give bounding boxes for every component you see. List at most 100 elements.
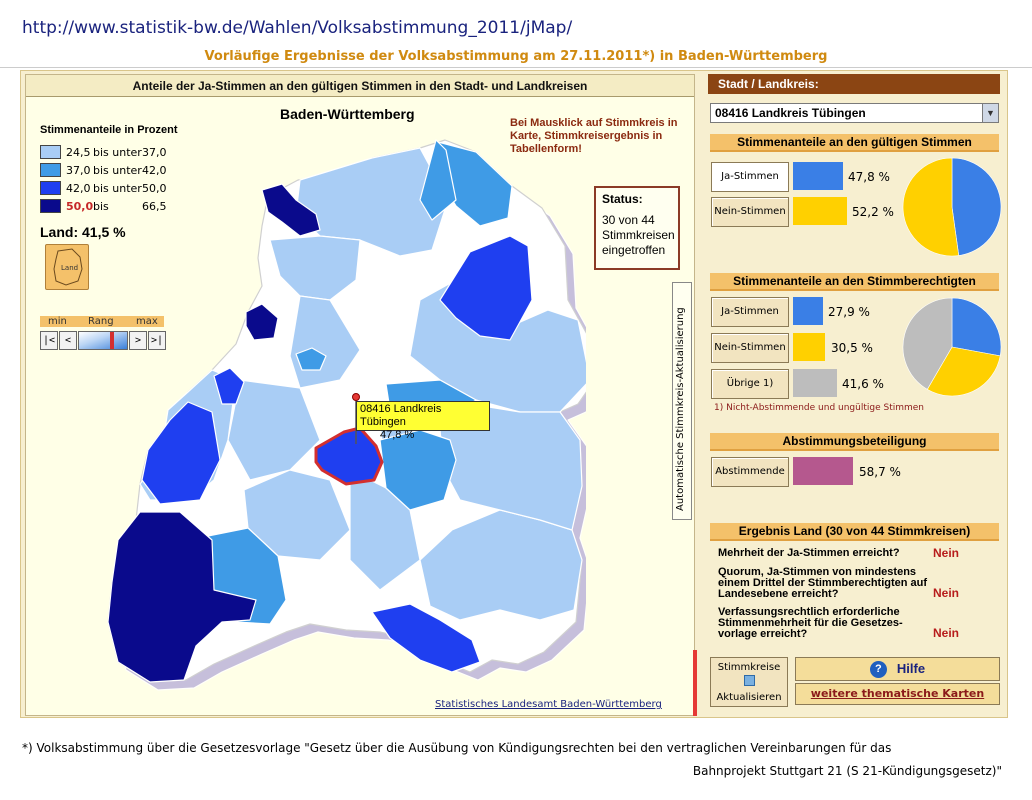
map-panel-title: Anteile der Ja-Stimmen an den gültigen S… — [26, 75, 694, 97]
scroll-indicator — [693, 650, 697, 716]
valid-votes-pie — [902, 157, 1002, 257]
legend-swatch — [40, 145, 61, 159]
legend-swatch — [40, 199, 61, 213]
abstimmende-button[interactable]: Abstimmende — [711, 457, 789, 487]
district-select[interactable]: 08416 Landkreis Tübingen ▼ — [710, 103, 999, 123]
refresh-icon — [743, 675, 755, 686]
chevron-down-icon[interactable]: ▼ — [982, 104, 998, 122]
eligible-pie — [902, 297, 1002, 397]
section-turnout-title: Abstimmungsbeteiligung — [710, 433, 999, 451]
ja-stimmen-value: 47,8 % — [848, 170, 890, 184]
district-header: Stadt / Landkreis: — [708, 74, 1000, 94]
legend-hi: 37,0 — [142, 145, 167, 159]
more-maps-link[interactable]: weitere thematische Karten — [795, 683, 1000, 705]
result-question: Verfassungsrechtlich erforderliche Stimm… — [718, 606, 903, 640]
nein-eligible-value: 30,5 % — [831, 341, 873, 355]
map-click-note: Bei Mausklick auf Stimmkreis in Karte, S… — [510, 117, 678, 155]
rang-bar: min Rang max — [40, 316, 164, 327]
rang-max: max — [136, 316, 158, 327]
ja-stimmen-eligible-button[interactable]: Ja-Stimmen — [711, 297, 789, 327]
legend-word: bis unter — [93, 163, 142, 177]
legend-word: bis — [93, 199, 109, 213]
auto-update-toggle[interactable]: Automatische Stimmkreis-Aktualisierung — [672, 282, 692, 520]
status-box: Status: 30 von 44 Stimmkreisen eingetrof… — [594, 186, 680, 270]
nein-stimmen-button[interactable]: Nein-Stimmen — [711, 197, 789, 227]
rang-slider-handle[interactable] — [110, 332, 114, 349]
help-icon: ? — [869, 661, 887, 679]
auto-update-label: Automatische Stimmkreis-Aktualisierung — [675, 307, 686, 511]
tooltip-name: 08416 Landkreis Tübingen — [360, 403, 442, 428]
rang-label: Rang — [88, 316, 114, 327]
legend-lo: 24,5 — [66, 145, 91, 159]
uebrige-footnote: 1) Nicht-Abstimmende und ungültige Stimm… — [714, 403, 925, 413]
nein-stimmen-value: 52,2 % — [852, 205, 894, 219]
legend-lo: 50,0 — [66, 199, 94, 213]
next-button[interactable]: > — [129, 331, 147, 350]
result-row-quorum: Quorum, Ja-Stimmen von mindestens einem … — [718, 567, 930, 600]
rang-min: min — [48, 316, 67, 327]
legend-word: bis unter — [93, 145, 142, 159]
result-question: Quorum, Ja-Stimmen von mindestens einem … — [718, 566, 928, 600]
rang-slider[interactable] — [78, 331, 128, 350]
nein-stimmen-bar — [793, 197, 847, 225]
result-row-majority: Mehrheit der Ja-Stimmen erreicht? — [718, 548, 923, 559]
legend-lo: 42,0 — [66, 181, 91, 195]
credit-link[interactable]: Statistisches Landesamt Baden-Württember… — [435, 699, 662, 710]
stimmkreise-label: Stimmkreise — [717, 662, 781, 673]
legend-row: 37,0 bis unter 42,0 — [40, 162, 167, 178]
ja-eligible-value: 27,9 % — [828, 305, 870, 319]
land-label: Land: — [40, 224, 79, 240]
legend-lo: 37,0 — [66, 163, 91, 177]
stimmkreise-update-button[interactable]: Stimmkreise Aktualisieren — [710, 657, 788, 707]
status-title: Status: — [602, 192, 643, 206]
abstimmende-value: 58,7 % — [859, 465, 901, 479]
help-label: Hilfe — [896, 661, 926, 676]
section-valid-votes-title: Stimmenanteile an den gültigen Stimmen — [710, 134, 999, 152]
pie-slice — [951, 297, 1002, 357]
section-eligible-title: Stimmenanteile an den Stimmberechtigten — [710, 273, 999, 291]
first-button[interactable]: |< — [40, 331, 58, 350]
nein-eligible-bar — [793, 333, 825, 361]
help-button[interactable]: ? Hilfe — [795, 657, 1000, 681]
pie-slice — [926, 346, 1001, 397]
page-subtitle: Vorläufige Ergebnisse der Volksabstimmun… — [204, 49, 828, 64]
legend-swatch — [40, 163, 61, 177]
legend-row: 24,5 bis unter 37,0 — [40, 144, 167, 160]
map-region-name: Baden-Württemberg — [280, 106, 415, 122]
footnote-line2: Bahnprojekt Stuttgart 21 (S 21-Kündigung… — [692, 764, 1002, 778]
page-url: http://www.statistik-bw.de/Wahlen/Volksa… — [22, 18, 573, 38]
ja-stimmen-button[interactable]: Ja-Stimmen — [711, 162, 789, 192]
result-row-constitutional: Verfassungsrechtlich erforderliche Stimm… — [718, 607, 928, 640]
pie-slice — [902, 297, 953, 390]
ja-eligible-bar — [793, 297, 823, 325]
uebrige-button[interactable]: Übrige 1) — [711, 369, 789, 399]
status-text: 30 von 44 Stimmkreisen eingetroffen — [602, 213, 675, 257]
land-map-icon[interactable]: Land — [45, 244, 89, 290]
ja-stimmen-bar — [793, 162, 843, 190]
result-question: Mehrheit der Ja-Stimmen erreicht? — [718, 547, 900, 559]
pie-slice — [951, 157, 1002, 256]
uebrige-bar — [793, 369, 837, 397]
legend-hi: 42,0 — [142, 163, 167, 177]
rang-controls: |< < > >| — [40, 331, 167, 351]
legend-row: 42,0 bis unter 50,0 — [40, 180, 167, 196]
last-button[interactable]: >| — [148, 331, 166, 350]
uebrige-value: 41,6 % — [842, 377, 884, 391]
divider — [0, 67, 1032, 68]
map-tooltip: 08416 Landkreis Tübingen 47,8 % — [356, 401, 490, 441]
choropleth-map[interactable] — [26, 96, 586, 696]
land-icon-label: Land — [61, 264, 78, 272]
nein-stimmen-eligible-button[interactable]: Nein-Stimmen — [711, 333, 789, 363]
result-answer: Nein — [933, 546, 960, 560]
tooltip-value: 47,8 % — [380, 429, 415, 441]
footnote-line1: *) Volksabstimmung über die Gesetzesvorl… — [22, 741, 892, 755]
eligible-pie-slices — [902, 297, 1002, 397]
prev-button[interactable]: < — [59, 331, 77, 350]
legend-row: 50,0 bis 66,5 — [40, 198, 167, 214]
aktualisieren-label: Aktualisieren — [716, 692, 782, 703]
legend-hi: 66,5 — [142, 199, 167, 213]
result-answer: Nein — [933, 586, 960, 600]
legend-word: bis unter — [93, 181, 142, 195]
section-land-result-title: Ergebnis Land (30 von 44 Stimmkreisen) — [710, 523, 999, 541]
land-value: 41,5 % — [82, 224, 126, 240]
